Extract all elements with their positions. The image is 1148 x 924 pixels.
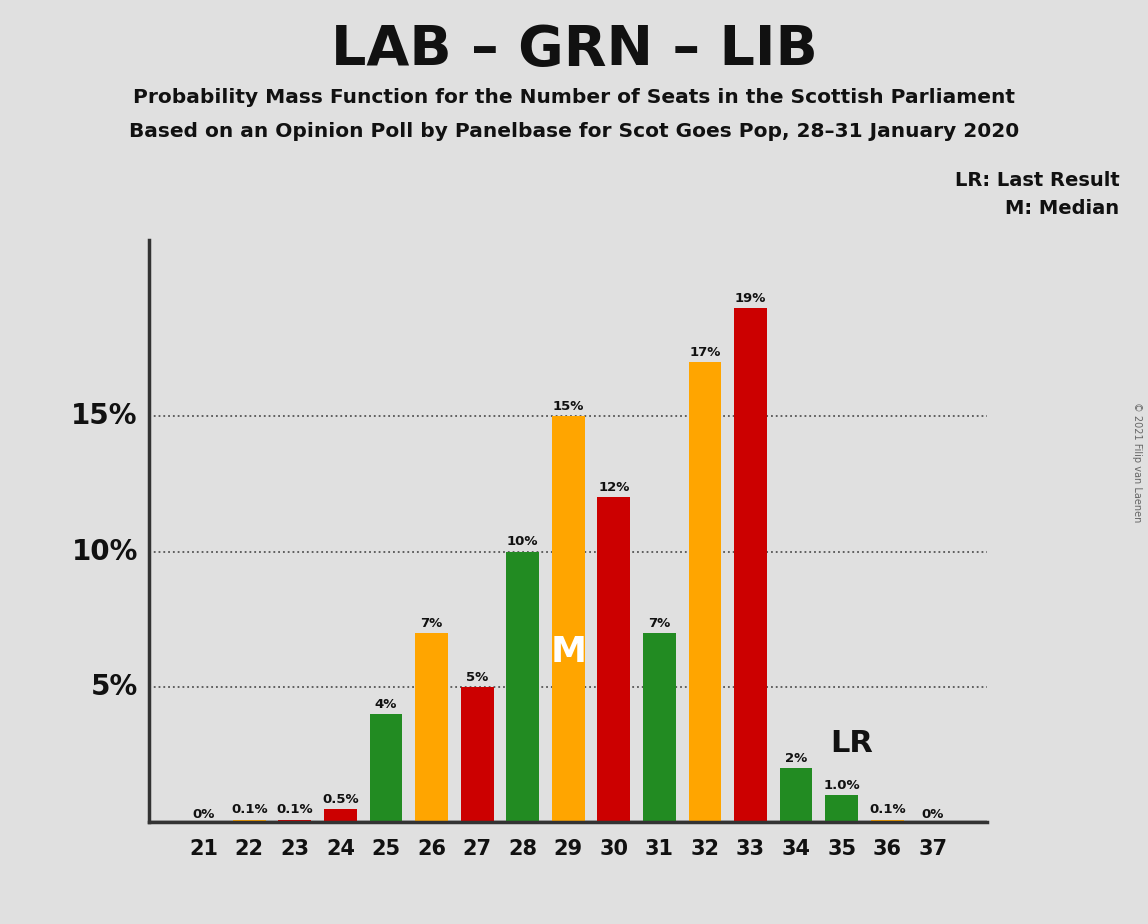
Text: 10%: 10% bbox=[507, 535, 538, 548]
Text: 1.0%: 1.0% bbox=[823, 779, 860, 792]
Bar bbox=[416, 633, 448, 822]
Text: 15%: 15% bbox=[552, 400, 584, 413]
Bar bbox=[552, 416, 584, 822]
Bar bbox=[871, 820, 903, 822]
Bar bbox=[597, 497, 630, 822]
Text: LAB – GRN – LIB: LAB – GRN – LIB bbox=[331, 23, 817, 77]
Text: 12%: 12% bbox=[598, 481, 629, 494]
Text: 15%: 15% bbox=[71, 402, 138, 431]
Text: 5%: 5% bbox=[91, 673, 138, 701]
Text: 0.5%: 0.5% bbox=[323, 793, 358, 806]
Text: Based on an Opinion Poll by Panelbase for Scot Goes Pop, 28–31 January 2020: Based on an Opinion Poll by Panelbase fo… bbox=[129, 122, 1019, 141]
Text: 17%: 17% bbox=[689, 346, 721, 359]
Bar bbox=[370, 714, 403, 822]
Bar bbox=[233, 820, 265, 822]
Bar bbox=[506, 552, 540, 822]
Text: 10%: 10% bbox=[71, 538, 138, 565]
Bar bbox=[643, 633, 676, 822]
Text: Probability Mass Function for the Number of Seats in the Scottish Parliament: Probability Mass Function for the Number… bbox=[133, 88, 1015, 107]
Text: 2%: 2% bbox=[785, 752, 807, 765]
Text: 0%: 0% bbox=[922, 808, 944, 821]
Text: 19%: 19% bbox=[735, 292, 766, 305]
Text: M: Median: M: Median bbox=[1006, 199, 1119, 218]
Bar bbox=[825, 796, 858, 822]
Text: 5%: 5% bbox=[466, 671, 488, 684]
Bar bbox=[689, 362, 721, 822]
Bar bbox=[460, 687, 494, 822]
Text: 0.1%: 0.1% bbox=[231, 803, 267, 817]
Text: LR: LR bbox=[831, 729, 874, 759]
Bar bbox=[279, 820, 311, 822]
Text: M: M bbox=[550, 635, 587, 669]
Text: 7%: 7% bbox=[420, 616, 443, 629]
Text: 0.1%: 0.1% bbox=[277, 803, 313, 817]
Text: LR: Last Result: LR: Last Result bbox=[954, 171, 1119, 190]
Bar bbox=[779, 768, 813, 822]
Text: 7%: 7% bbox=[649, 616, 670, 629]
Text: 0.1%: 0.1% bbox=[869, 803, 906, 817]
Text: 4%: 4% bbox=[374, 698, 397, 711]
Text: 0%: 0% bbox=[193, 808, 215, 821]
Bar bbox=[324, 808, 357, 822]
Text: © 2021 Filip van Laenen: © 2021 Filip van Laenen bbox=[1132, 402, 1142, 522]
Bar bbox=[734, 308, 767, 822]
